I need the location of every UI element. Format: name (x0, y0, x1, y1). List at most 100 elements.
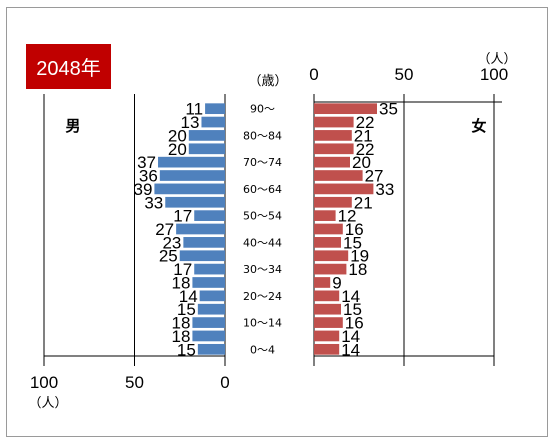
axes (44, 101, 502, 357)
male-bar-90〜 (205, 103, 225, 115)
female-value-label: 12 (338, 207, 357, 226)
female-value-label: 14 (341, 287, 360, 306)
male-bar-85〜89 (201, 116, 225, 128)
female-bar-70〜74 (314, 156, 350, 168)
female-bar-5〜9 (314, 330, 340, 342)
female-bar-25〜29 (314, 277, 331, 288)
male-bar-5〜9 (192, 330, 225, 342)
female-bar-35〜39 (314, 250, 349, 262)
female-value-label: 9 (332, 273, 341, 292)
female-value-label: 15 (343, 300, 362, 319)
age-tick-label: 60〜64 (243, 183, 282, 196)
male-bar-40〜44 (183, 237, 225, 248)
male-bar-60〜64 (154, 183, 225, 195)
female-value-label: 16 (345, 220, 364, 239)
age-tick-label: 90〜 (250, 103, 275, 116)
male-value-label: 36 (139, 167, 158, 186)
male-value-label: 18 (171, 327, 190, 346)
female-bar-60〜64 (314, 183, 374, 195)
left-tick-label: 50 (125, 373, 144, 392)
female-bar-50〜54 (314, 210, 336, 221)
male-bar-15〜19 (197, 303, 225, 315)
female-value-label: 16 (345, 314, 364, 333)
right-tick-label: 0 (309, 65, 318, 84)
male-value-label: 23 (162, 233, 181, 252)
female-value-label: 15 (343, 233, 362, 252)
female-bar-65〜69 (314, 170, 363, 181)
female-bar-45〜49 (314, 223, 343, 235)
female-bar-90〜 (314, 103, 377, 115)
age-tick-label: 80〜84 (243, 129, 282, 142)
male-value-label: 33 (144, 193, 163, 212)
male-bar-0〜4 (197, 343, 225, 355)
male-bar-35〜39 (179, 250, 225, 262)
female-value-label: 20 (352, 153, 371, 172)
male-bar-25〜29 (192, 277, 225, 288)
female-value-label: 27 (365, 167, 384, 186)
female-value-label: 33 (375, 180, 394, 199)
female-value-label: 18 (348, 260, 367, 279)
female-label: 女 (471, 117, 486, 135)
male-bar-75〜79 (188, 143, 225, 155)
male-value-label: 14 (179, 287, 198, 306)
right-unit-label: （人） (477, 52, 516, 67)
right-tick-label: 100 (480, 65, 508, 84)
female-bar-30〜34 (314, 263, 347, 275)
year-badge: 2048年 (26, 44, 111, 89)
male-value-label: 15 (177, 300, 196, 319)
female-bar-10〜14 (314, 317, 343, 328)
male-value-label: 37 (137, 153, 156, 172)
male-value-label: 13 (181, 113, 200, 132)
left-tick-label: 100 (30, 373, 58, 392)
age-header: （歳） (248, 74, 287, 89)
male-bar-55〜59 (165, 196, 225, 208)
female-bar-15〜19 (314, 303, 341, 315)
male-bar-30〜34 (194, 263, 225, 275)
male-value-label: 17 (173, 260, 192, 279)
female-value-label: 21 (354, 126, 373, 145)
female-value-label: 19 (350, 247, 369, 266)
female-bars (314, 103, 377, 355)
male-value-label: 17 (173, 207, 192, 226)
male-bars (154, 103, 225, 355)
male-value-label: 20 (168, 140, 187, 159)
male-value-label: 39 (133, 180, 152, 199)
age-tick-label: 50〜54 (243, 210, 282, 223)
male-label: 男 (65, 117, 80, 135)
male-value-label: 27 (155, 220, 174, 239)
male-value-label: 18 (171, 314, 190, 333)
male-bar-50〜54 (194, 210, 225, 221)
female-bar-20〜24 (314, 290, 340, 302)
male-bar-80〜84 (188, 130, 225, 141)
chart-frame (6, 7, 548, 437)
age-tick-label: 30〜34 (243, 263, 282, 276)
female-value-label: 22 (356, 113, 375, 132)
left-tick-label: 0 (220, 373, 229, 392)
age-tick-label: 40〜44 (243, 236, 282, 249)
female-value-label: 21 (354, 193, 373, 212)
male-bar-20〜24 (199, 290, 225, 302)
male-bar-70〜74 (158, 156, 225, 168)
age-tick-label: 20〜24 (243, 290, 282, 303)
female-value-label: 14 (341, 340, 360, 359)
female-bar-75〜79 (314, 143, 354, 155)
male-value-label: 15 (177, 340, 196, 359)
male-value-label: 20 (168, 126, 187, 145)
right-tick-label: 50 (395, 65, 414, 84)
male-value-label: 18 (171, 273, 190, 292)
male-bar-45〜49 (176, 223, 225, 235)
female-value-label: 35 (379, 100, 398, 119)
left-unit-label: （人） (28, 396, 67, 411)
female-bar-85〜89 (314, 116, 354, 128)
male-value-label: 11 (185, 100, 203, 119)
female-value-label: 22 (356, 140, 375, 159)
male-bar-65〜69 (159, 170, 225, 181)
age-tick-label: 70〜74 (243, 156, 282, 169)
male-value-label: 25 (159, 247, 178, 266)
female-bar-55〜59 (314, 196, 352, 208)
age-tick-label: 0〜4 (250, 343, 275, 356)
age-tick-label: 10〜14 (243, 317, 282, 330)
female-bar-0〜4 (314, 343, 340, 355)
